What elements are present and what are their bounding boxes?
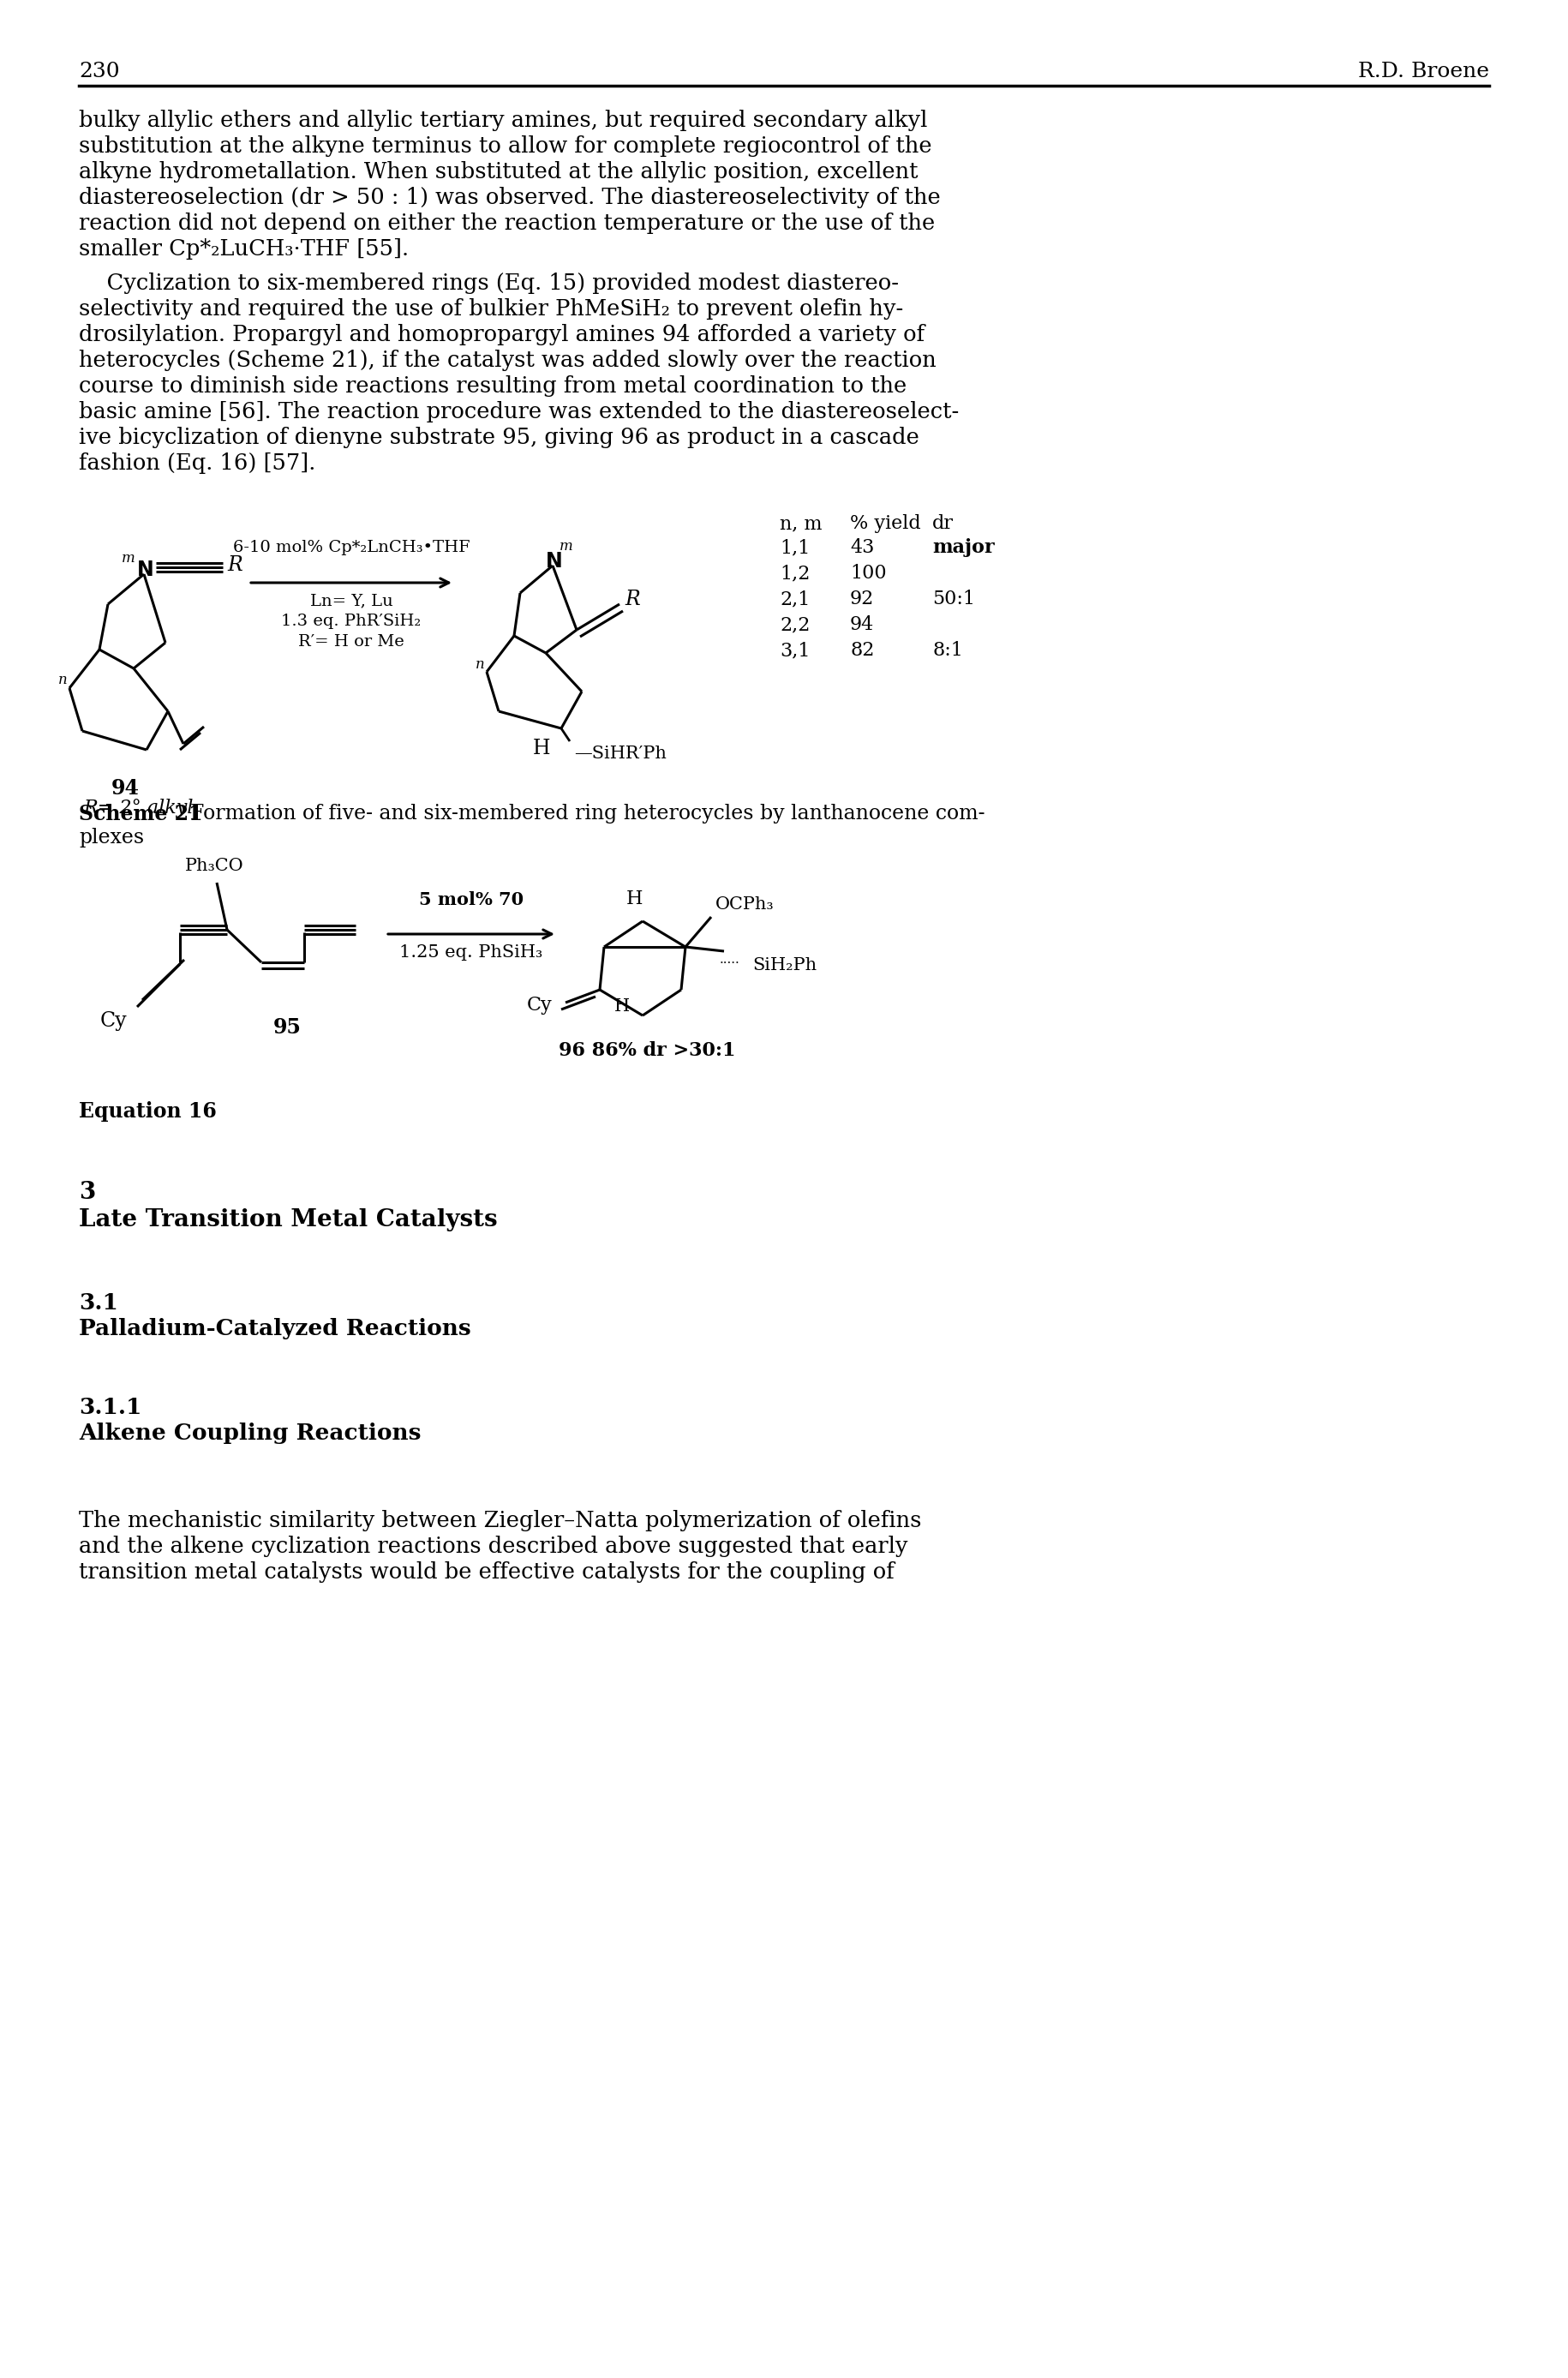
Text: substitution at the alkyne terminus to allow for complete regiocontrol of the: substitution at the alkyne terminus to a… — [78, 136, 931, 157]
Text: Alkene Coupling Reactions: Alkene Coupling Reactions — [78, 1422, 422, 1443]
Text: 1,2: 1,2 — [779, 564, 811, 583]
Text: 3.1: 3.1 — [78, 1291, 118, 1313]
Text: selectivity and required the use of bulkier PhMeSiH₂ to prevent olefin hy-: selectivity and required the use of bulk… — [78, 297, 903, 319]
Text: major: major — [933, 537, 994, 556]
Text: H: H — [626, 889, 643, 908]
Text: dr: dr — [933, 514, 953, 533]
Text: drosilylation. Propargyl and homopropargyl amines 94 afforded a variety of: drosilylation. Propargyl and homoproparg… — [78, 323, 925, 345]
Text: basic amine [56]. The reaction procedure was extended to the diastereoselect-: basic amine [56]. The reaction procedure… — [78, 402, 960, 423]
Text: n, m: n, m — [779, 514, 822, 533]
Text: bulky allylic ethers and allylic tertiary amines, but required secondary alkyl: bulky allylic ethers and allylic tertiar… — [78, 109, 927, 131]
Text: plexes: plexes — [78, 828, 144, 847]
Text: m: m — [122, 552, 135, 566]
Text: Formation of five- and six-membered ring heterocycles by lanthanocene com-: Formation of five- and six-membered ring… — [177, 804, 985, 823]
Text: 3: 3 — [78, 1182, 96, 1203]
Text: Cyclization to six-membered rings (Eq. 15) provided modest diastereo-: Cyclization to six-membered rings (Eq. 1… — [78, 273, 898, 295]
Text: Cy: Cy — [527, 996, 552, 1015]
Text: 96 86% dr >30:1: 96 86% dr >30:1 — [558, 1042, 735, 1061]
Text: 2,2: 2,2 — [779, 616, 811, 635]
Text: Palladium-Catalyzed Reactions: Palladium-Catalyzed Reactions — [78, 1317, 470, 1339]
Text: H: H — [615, 999, 630, 1015]
Text: n: n — [475, 659, 485, 673]
Text: 92: 92 — [850, 590, 875, 609]
Text: diastereoselection (dr > 50 : 1) was observed. The diastereoselectivity of the: diastereoselection (dr > 50 : 1) was obs… — [78, 188, 941, 209]
Text: R.D. Broene: R.D. Broene — [1358, 62, 1490, 81]
Text: and the alkene cyclization reactions described above suggested that early: and the alkene cyclization reactions des… — [78, 1536, 908, 1558]
Text: fashion (Eq. 16) [57].: fashion (Eq. 16) [57]. — [78, 452, 315, 473]
Text: Late Transition Metal Catalysts: Late Transition Metal Catalysts — [78, 1208, 497, 1232]
Text: course to diminish side reactions resulting from metal coordination to the: course to diminish side reactions result… — [78, 376, 906, 397]
Text: 95: 95 — [273, 1018, 301, 1037]
Text: 8:1: 8:1 — [933, 642, 963, 659]
Text: heterocycles (Scheme 21), if the catalyst was added slowly over the reaction: heterocycles (Scheme 21), if the catalys… — [78, 350, 936, 371]
Text: 94: 94 — [111, 778, 140, 799]
Text: R′= H or Me: R′= H or Me — [298, 635, 405, 649]
Text: Cy: Cy — [100, 1011, 127, 1032]
Text: 230: 230 — [78, 62, 119, 81]
Text: R: R — [227, 556, 243, 575]
Text: 50:1: 50:1 — [933, 590, 975, 609]
Text: N: N — [546, 552, 563, 571]
Text: 1.3 eq. PhR′SiH₂: 1.3 eq. PhR′SiH₂ — [281, 614, 422, 630]
Text: 43: 43 — [850, 537, 875, 556]
Text: 5 mol% 70: 5 mol% 70 — [419, 892, 524, 908]
Text: Scheme 21: Scheme 21 — [78, 804, 202, 825]
Text: alkyne hydrometallation. When substituted at the allylic position, excellent: alkyne hydrometallation. When substitute… — [78, 162, 919, 183]
Text: transition metal catalysts would be effective catalysts for the coupling of: transition metal catalysts would be effe… — [78, 1562, 894, 1584]
Text: 1,1: 1,1 — [779, 537, 811, 556]
Text: % yield: % yield — [850, 514, 920, 533]
Text: .....: ..... — [720, 954, 740, 965]
Text: m: m — [560, 540, 572, 554]
Text: smaller Cp*₂LuCH₃·THF [55].: smaller Cp*₂LuCH₃·THF [55]. — [78, 238, 409, 259]
Text: R: R — [624, 590, 640, 609]
Text: ive bicyclization of dienyne substrate 95, giving 96 as product in a cascade: ive bicyclization of dienyne substrate 9… — [78, 426, 919, 447]
Text: 6-10 mol% Cp*₂LnCH₃•THF: 6-10 mol% Cp*₂LnCH₃•THF — [232, 540, 470, 556]
Text: N: N — [138, 559, 154, 580]
Text: SiH₂Ph: SiH₂Ph — [753, 958, 817, 973]
Text: 3.1.1: 3.1.1 — [78, 1396, 141, 1417]
Text: 1.25 eq. PhSiH₃: 1.25 eq. PhSiH₃ — [400, 944, 543, 961]
Text: Ln= Y, Lu: Ln= Y, Lu — [310, 592, 392, 609]
Text: 3,1: 3,1 — [779, 642, 811, 659]
Text: The mechanistic similarity between Ziegler–Natta polymerization of olefins: The mechanistic similarity between Ziegl… — [78, 1510, 922, 1531]
Text: H: H — [533, 740, 550, 759]
Text: 82: 82 — [850, 642, 875, 659]
Text: —SiHR′Ph: —SiHR′Ph — [574, 747, 666, 761]
Text: OCPh₃: OCPh₃ — [715, 897, 775, 913]
Text: R= 2° alkyl: R= 2° alkyl — [83, 799, 193, 818]
Text: 100: 100 — [850, 564, 886, 583]
Text: 2,1: 2,1 — [779, 590, 811, 609]
Text: Equation 16: Equation 16 — [78, 1101, 216, 1122]
Text: reaction did not depend on either the reaction temperature or the use of the: reaction did not depend on either the re… — [78, 212, 935, 233]
Text: 94: 94 — [850, 616, 875, 635]
Text: Ph₃CO: Ph₃CO — [185, 858, 243, 875]
Text: n: n — [58, 673, 67, 687]
